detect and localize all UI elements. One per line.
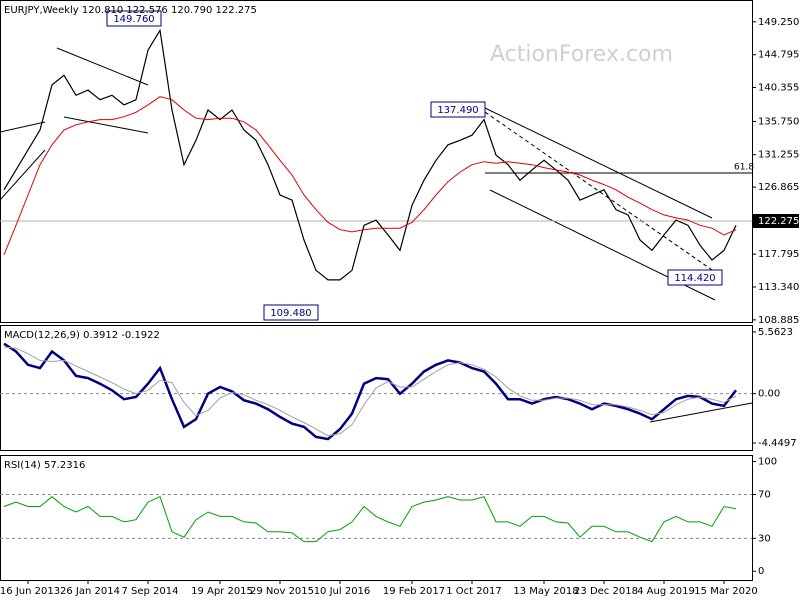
y-tick-label: 140.355	[758, 82, 799, 93]
watermark: ActionForex.com	[490, 42, 673, 67]
trendline	[63, 116, 149, 134]
y-tick-label: 135.750	[758, 116, 799, 127]
annotations: 149.760 109.480 137.490 114.420 61.8	[106, 10, 754, 321]
annotation-box	[106, 10, 162, 27]
last-price-box	[753, 214, 799, 229]
x-tick-label: 26 Jan 2014	[60, 586, 120, 597]
series-line	[3, 28, 737, 281]
y-tick-label: 108.885	[758, 315, 799, 326]
y-tick-label: 126.865	[758, 182, 799, 193]
trendline	[0, 121, 46, 133]
x-tick-label: 10 Jul 2016	[314, 586, 371, 597]
x-tick-label: 29 Nov 2015	[250, 586, 314, 597]
trendline	[484, 107, 713, 219]
series-line	[3, 96, 737, 255]
panel-title: MACD(12,26,9) 0.3912 -0.1922	[4, 330, 160, 341]
annotation-box	[430, 101, 486, 118]
annotation-box	[667, 269, 723, 286]
panel-frame	[0, 0, 753, 323]
x-tick-label: 19 Feb 2017	[383, 586, 445, 597]
series-line	[3, 346, 737, 437]
y-tick-label: 0.00	[758, 389, 780, 400]
trendline	[649, 402, 753, 423]
panel-frame	[0, 325, 753, 451]
y-tick-label: 131.255	[758, 150, 799, 161]
x-tick-label: 4 Aug 2019	[637, 586, 695, 597]
annotation: 61.8	[734, 163, 754, 173]
x-tick-label: 15 Mar 2020	[694, 586, 757, 597]
trendline	[56, 47, 149, 86]
annotation: 149.760	[113, 14, 154, 25]
y-tick-label: -4.4497	[758, 438, 797, 449]
x-tick-label: 16 Jun 2013	[0, 586, 60, 597]
panel-frame	[0, 455, 753, 581]
annotation-box	[263, 304, 319, 321]
x-tick-label: 1 Oct 2017	[446, 586, 501, 597]
panel-title: RSI(14) 57.2316	[4, 460, 85, 471]
annotation: 109.480	[270, 308, 311, 319]
panel-title: EURJPY,Weekly 120.810 122.576 120.790 12…	[4, 5, 257, 16]
series-line	[3, 342, 737, 441]
y-tick-label: 117.795	[758, 249, 799, 260]
trendline	[0, 149, 46, 201]
series-line	[3, 496, 737, 543]
y-tick-label: 70	[758, 489, 771, 500]
y-tick-label: 5.5623	[758, 327, 793, 338]
annotation: 114.420	[674, 273, 715, 284]
y-tick-label: 0	[758, 566, 764, 577]
y-tick-label: 100	[758, 457, 777, 468]
y-tick-label: 149.250	[758, 17, 799, 28]
y-tick-label: 144.795	[758, 50, 799, 61]
x-tick-label: 19 Apr 2015	[191, 586, 253, 597]
x-tick-label: 7 Sep 2014	[121, 586, 178, 597]
x-tick-label: 13 May 2018	[513, 586, 578, 597]
y-tick-label: 113.340	[758, 282, 799, 293]
x-tick-label: 23 Dec 2018	[574, 586, 638, 597]
annotation: 137.490	[437, 105, 478, 116]
y-tick-label: 30	[758, 533, 771, 544]
last-price-label: 122.275	[758, 216, 799, 227]
